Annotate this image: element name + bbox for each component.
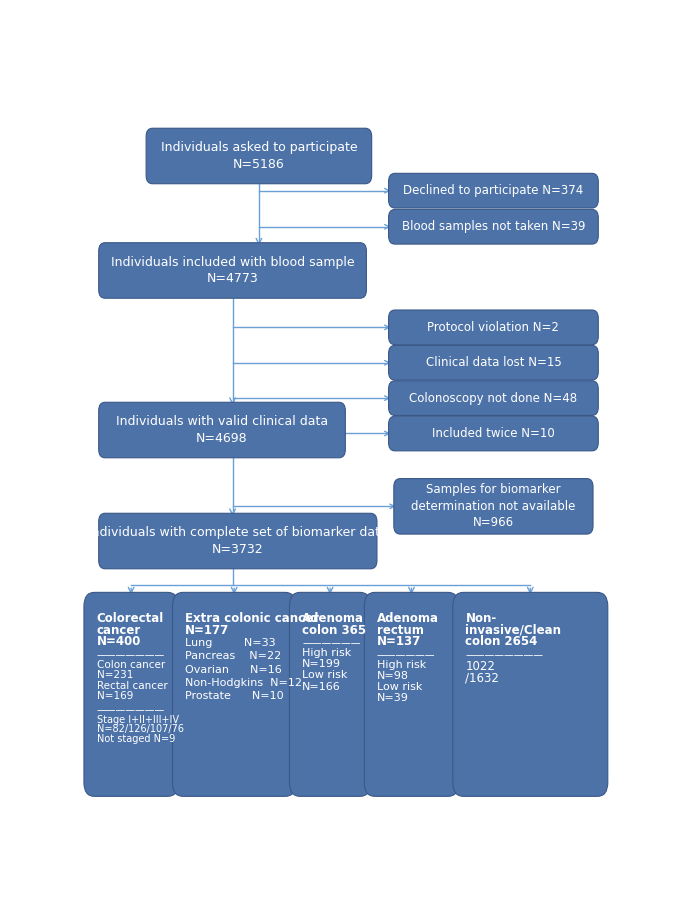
Text: Samples for biomarker
determination not available
N=966: Samples for biomarker determination not … — [411, 483, 575, 530]
Text: /1632: /1632 — [466, 672, 499, 685]
Text: Individuals included with blood sample
N=4773: Individuals included with blood sample N… — [111, 256, 354, 286]
Text: Individuals asked to participate
N=5186: Individuals asked to participate N=5186 — [160, 141, 357, 171]
FancyBboxPatch shape — [453, 592, 608, 796]
Text: Clinical data lost N=15: Clinical data lost N=15 — [426, 356, 561, 369]
FancyBboxPatch shape — [146, 128, 372, 184]
Text: N=199: N=199 — [302, 660, 341, 669]
Text: N=169: N=169 — [97, 691, 133, 701]
Text: Colonoscopy not done N=48: Colonoscopy not done N=48 — [409, 392, 577, 405]
Text: Non-: Non- — [466, 612, 497, 624]
Text: ——————: —————— — [377, 651, 435, 660]
FancyBboxPatch shape — [388, 381, 598, 415]
Text: Included twice N=10: Included twice N=10 — [432, 427, 555, 440]
Text: colon 2654: colon 2654 — [466, 635, 538, 649]
Text: Adenoma: Adenoma — [302, 612, 364, 624]
FancyBboxPatch shape — [388, 345, 598, 380]
FancyBboxPatch shape — [99, 402, 345, 458]
Text: N=39: N=39 — [377, 694, 409, 704]
Text: Colon cancer: Colon cancer — [97, 660, 165, 670]
Text: ———————: ——————— — [97, 705, 165, 714]
Text: High risk: High risk — [302, 648, 352, 659]
Text: Extra colonic cancer: Extra colonic cancer — [185, 612, 319, 624]
Text: Adenoma: Adenoma — [377, 612, 439, 624]
Text: N=82/126/107/76: N=82/126/107/76 — [97, 724, 184, 734]
Text: Prostate      N=10: Prostate N=10 — [185, 691, 284, 702]
FancyBboxPatch shape — [394, 478, 593, 534]
FancyBboxPatch shape — [388, 310, 598, 345]
Text: Rectal cancer: Rectal cancer — [97, 681, 167, 691]
Text: N=400: N=400 — [97, 635, 141, 649]
Text: rectum: rectum — [377, 623, 424, 637]
Text: cancer: cancer — [97, 623, 141, 637]
Text: Individuals with valid clinical data
N=4698: Individuals with valid clinical data N=4… — [116, 415, 328, 445]
FancyBboxPatch shape — [364, 592, 458, 796]
FancyBboxPatch shape — [99, 514, 377, 569]
Text: Pancreas    N=22: Pancreas N=22 — [185, 651, 282, 661]
Text: Low risk: Low risk — [377, 682, 422, 692]
Text: Low risk: Low risk — [302, 670, 347, 680]
FancyBboxPatch shape — [290, 592, 371, 796]
Text: invasive/Clean: invasive/Clean — [466, 623, 562, 637]
Text: Stage I+II+III+IV: Stage I+II+III+IV — [97, 714, 179, 724]
Text: Individuals with complete set of biomarker data
N=3732: Individuals with complete set of biomark… — [88, 526, 388, 556]
Text: ———————: ——————— — [97, 651, 165, 660]
Text: colon 365: colon 365 — [302, 623, 367, 637]
Text: Lung         N=33: Lung N=33 — [185, 638, 276, 648]
Text: Declined to participate N=374: Declined to participate N=374 — [403, 184, 583, 197]
Text: ————————: ———————— — [466, 651, 543, 660]
Text: Protocol violation N=2: Protocol violation N=2 — [428, 321, 560, 334]
FancyBboxPatch shape — [173, 592, 296, 796]
Text: Ovarian      N=16: Ovarian N=16 — [185, 665, 282, 675]
Text: N=137: N=137 — [377, 635, 421, 649]
Text: Colorectal: Colorectal — [97, 612, 164, 624]
FancyBboxPatch shape — [84, 592, 178, 796]
FancyBboxPatch shape — [99, 242, 367, 298]
FancyBboxPatch shape — [388, 416, 598, 450]
Text: N=98: N=98 — [377, 671, 409, 681]
Text: N=231: N=231 — [97, 670, 133, 680]
Text: N=177: N=177 — [185, 623, 229, 637]
Text: Blood samples not taken N=39: Blood samples not taken N=39 — [402, 220, 585, 233]
Text: ——————: —————— — [302, 639, 360, 649]
Text: 1022: 1022 — [466, 660, 495, 673]
Text: Non-Hodgkins  N=12: Non-Hodgkins N=12 — [185, 678, 302, 688]
Text: N=166: N=166 — [302, 682, 341, 692]
Text: Not staged N=9: Not staged N=9 — [97, 734, 175, 744]
Text: High risk: High risk — [377, 660, 426, 670]
FancyBboxPatch shape — [388, 209, 598, 244]
FancyBboxPatch shape — [388, 173, 598, 208]
